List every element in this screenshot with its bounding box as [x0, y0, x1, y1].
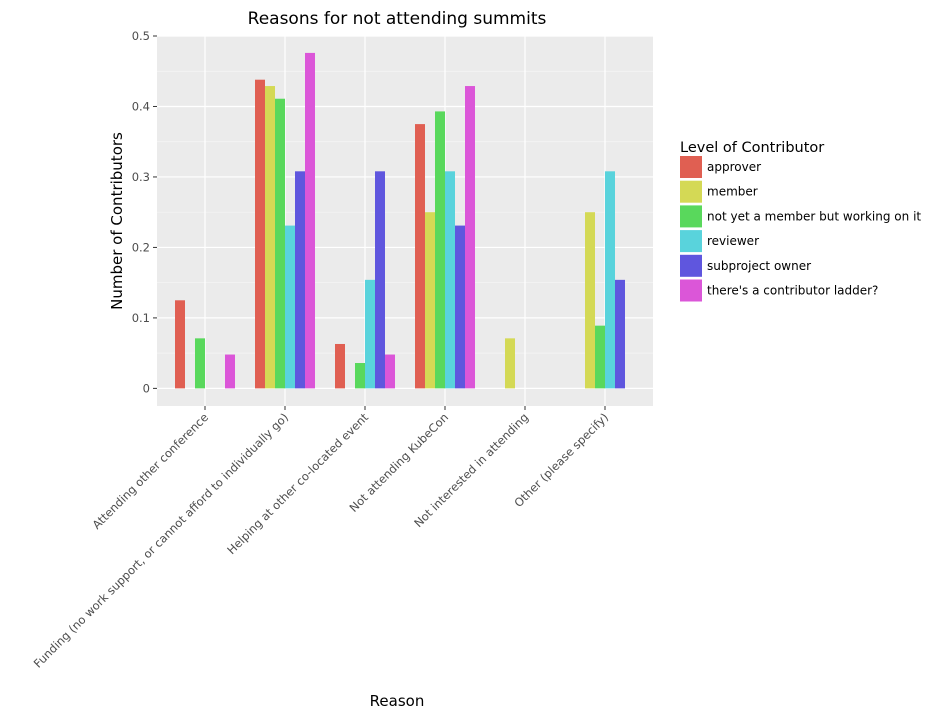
legend-label: subproject owner — [707, 259, 811, 273]
bar — [425, 212, 435, 389]
y-tick-label: 0.5 — [132, 29, 150, 43]
legend-swatch — [680, 254, 702, 277]
bar — [605, 171, 615, 389]
bars — [175, 52, 625, 389]
y-tick-label: 0.1 — [132, 311, 150, 325]
legend-swatch — [680, 279, 702, 302]
legend-swatch — [680, 156, 702, 178]
bar — [595, 325, 605, 389]
bar — [615, 279, 625, 389]
legend-label: not yet a member but working on it — [707, 209, 921, 223]
legend-label: approver — [707, 160, 761, 174]
y-tick-label: 0.4 — [132, 99, 150, 113]
x-tick-label: Other (please specify) — [511, 410, 611, 510]
minor-gridlines — [157, 70, 653, 354]
y-tick-label: 0 — [143, 381, 150, 395]
plot-panel — [157, 36, 653, 406]
bar — [285, 225, 295, 389]
bar — [385, 354, 395, 389]
bar — [505, 338, 515, 389]
bar — [355, 363, 365, 389]
chart-title: Reasons for not attending summits — [248, 9, 547, 29]
bar — [435, 111, 445, 389]
legend-swatch — [680, 230, 702, 253]
y-tick-label: 0.2 — [132, 240, 150, 254]
legend-label: there's a contributor ladder? — [707, 284, 878, 298]
bar — [465, 86, 475, 389]
y-tick-label: 0.3 — [132, 170, 150, 184]
bar — [375, 171, 385, 389]
legend-label: reviewer — [707, 234, 759, 248]
bar — [305, 52, 315, 389]
bar — [175, 300, 185, 389]
legend-label: member — [707, 185, 758, 199]
bar — [415, 124, 425, 389]
bar — [445, 171, 455, 389]
x-tick-label: Helping at other co-located event — [224, 410, 371, 557]
x-axis-title: Reason — [370, 692, 425, 710]
bar — [255, 79, 265, 389]
bar — [335, 343, 345, 389]
bar — [275, 98, 285, 389]
legend-items: approver member not yet a member but worki… — [680, 156, 921, 302]
bar — [455, 225, 465, 389]
bar — [265, 86, 275, 389]
y-axis-title: Number of Contributors — [108, 132, 126, 310]
bar — [365, 279, 375, 389]
bar — [585, 212, 595, 389]
bar — [195, 338, 205, 389]
y-axis: 0 0.1 0.2 0.3 0.4 0.5 — [132, 29, 157, 395]
bar — [225, 354, 235, 389]
legend-swatch — [680, 180, 702, 203]
legend-title: Level of Contributor — [680, 140, 824, 156]
legend-swatch — [680, 205, 702, 228]
bar — [295, 171, 305, 389]
legend: Level of Contributor approver member not y… — [680, 140, 921, 302]
